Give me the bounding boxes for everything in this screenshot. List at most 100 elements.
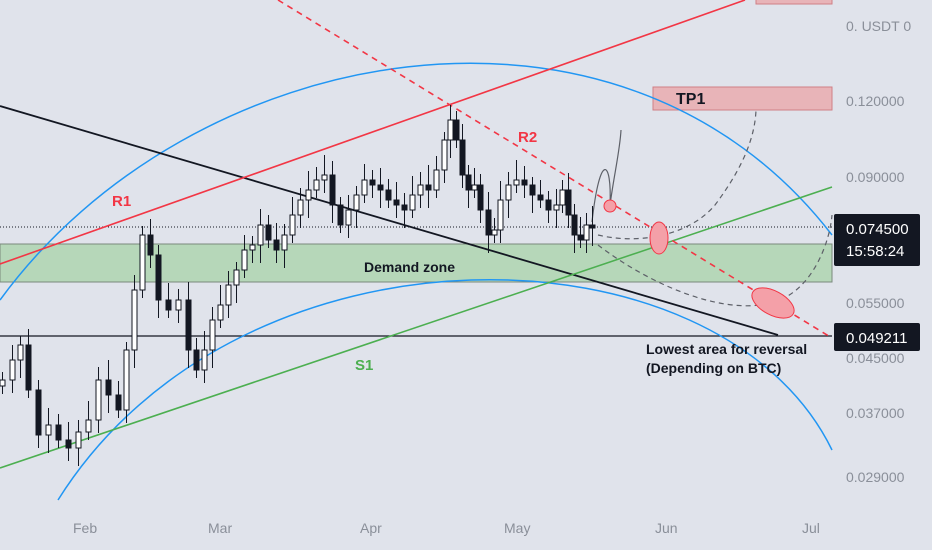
candle-body <box>361 179 368 196</box>
candle-body <box>35 389 42 436</box>
projection-path-low <box>597 214 833 307</box>
candle-body <box>329 174 336 206</box>
candle-body <box>0 379 6 387</box>
candle-body <box>537 194 544 201</box>
candle-body <box>265 224 272 241</box>
r1-label: R1 <box>112 193 131 210</box>
reversal-price-tag <box>834 323 920 351</box>
candle-body <box>485 209 492 236</box>
candle-body <box>305 189 312 201</box>
price-tick-label: 0.120000 <box>846 93 905 109</box>
candle-body <box>193 349 200 371</box>
candle-body <box>139 234 146 291</box>
candle-body <box>583 224 590 241</box>
target-marker-3 <box>751 287 795 319</box>
candle-body <box>393 199 400 206</box>
month-tick-label: Feb <box>73 520 97 536</box>
candle-body <box>241 249 248 271</box>
price-axis[interactable]: 0. USDT 0 0.120000 0.090000 0.055000 0.0… <box>834 18 920 485</box>
candle-body <box>185 299 192 351</box>
month-tick-label: Jun <box>655 520 678 536</box>
candle-body <box>147 234 154 256</box>
candle-body <box>353 194 360 211</box>
target-marker-1 <box>603 199 617 213</box>
candle-body <box>131 289 138 351</box>
tp-top-box <box>755 0 833 5</box>
r2-label: R2 <box>518 129 537 146</box>
candle-body <box>425 184 432 191</box>
countdown-value: 15:58:24 <box>846 243 904 260</box>
price-tick-label: 0.090000 <box>846 169 905 185</box>
candle-body <box>123 349 130 411</box>
candle-body <box>521 179 528 186</box>
candle-body <box>497 199 504 231</box>
s1-label: S1 <box>355 357 373 374</box>
candle-body <box>217 304 224 321</box>
candle-body <box>65 439 72 449</box>
candle-body <box>513 179 520 186</box>
candles <box>0 105 596 466</box>
candle-body <box>105 379 112 396</box>
price-tick-label: 0.037000 <box>846 405 905 421</box>
price-axis-top-label: 0. USDT 0 <box>846 18 911 34</box>
reversal-note-line2: (Depending on BTC) <box>646 360 781 376</box>
candle-body <box>553 204 560 211</box>
candle-body <box>337 204 344 226</box>
reversal-note-line1: Lowest area for reversal <box>646 341 807 357</box>
candle-body <box>345 209 352 226</box>
candle-body <box>201 349 208 371</box>
candle-body <box>9 359 16 381</box>
candle-body <box>313 179 320 191</box>
resistance-r2-line <box>277 0 833 339</box>
candle-body <box>165 299 172 311</box>
month-tick-label: Apr <box>360 520 382 536</box>
candle-body <box>297 199 304 216</box>
candle-body <box>249 244 256 251</box>
price-tick-label: 0.045000 <box>846 350 905 366</box>
candle-body <box>471 184 478 191</box>
lower-arc <box>57 278 833 501</box>
candle-body <box>233 269 240 286</box>
candle-body <box>377 184 384 191</box>
candle-body <box>477 184 484 211</box>
candle-body <box>433 169 440 191</box>
candle-body <box>273 239 280 251</box>
candle-body <box>289 214 296 236</box>
resistance-r1-line <box>0 0 746 265</box>
candle-body <box>417 184 424 196</box>
demand-zone-label: Demand zone <box>364 259 455 275</box>
reversal-price-value: 0.049211 <box>846 330 907 347</box>
candle-body <box>369 179 376 186</box>
candle-body <box>25 344 32 391</box>
candle-body <box>155 254 162 301</box>
time-axis[interactable]: Feb Mar Apr May Jun Jul <box>73 520 820 536</box>
last-price-value: 0.074500 <box>846 221 909 238</box>
target-marker-2 <box>649 221 669 255</box>
candle-body <box>559 189 566 206</box>
candle-body <box>453 119 460 141</box>
candle-body <box>17 344 24 361</box>
support-s1-line <box>0 186 833 469</box>
candle-body <box>257 224 264 246</box>
price-tick-label: 0.029000 <box>846 469 905 485</box>
candle-body <box>545 199 552 211</box>
demand-zone <box>0 243 833 283</box>
candle-body <box>45 424 52 436</box>
candle-body <box>571 214 578 236</box>
candle-body <box>385 189 392 201</box>
candle-body <box>447 119 454 141</box>
candle-body <box>505 184 512 201</box>
month-tick-label: Jul <box>802 520 820 536</box>
descending-trendline <box>0 105 779 336</box>
candle-body <box>529 184 536 196</box>
candle-body <box>409 194 416 211</box>
candle-body <box>491 229 498 236</box>
candle-body <box>95 379 102 421</box>
last-price-tag <box>834 214 920 266</box>
candle-body <box>55 424 62 441</box>
candle-body <box>459 139 466 176</box>
candle-body <box>281 234 288 251</box>
candle-body <box>115 394 122 411</box>
